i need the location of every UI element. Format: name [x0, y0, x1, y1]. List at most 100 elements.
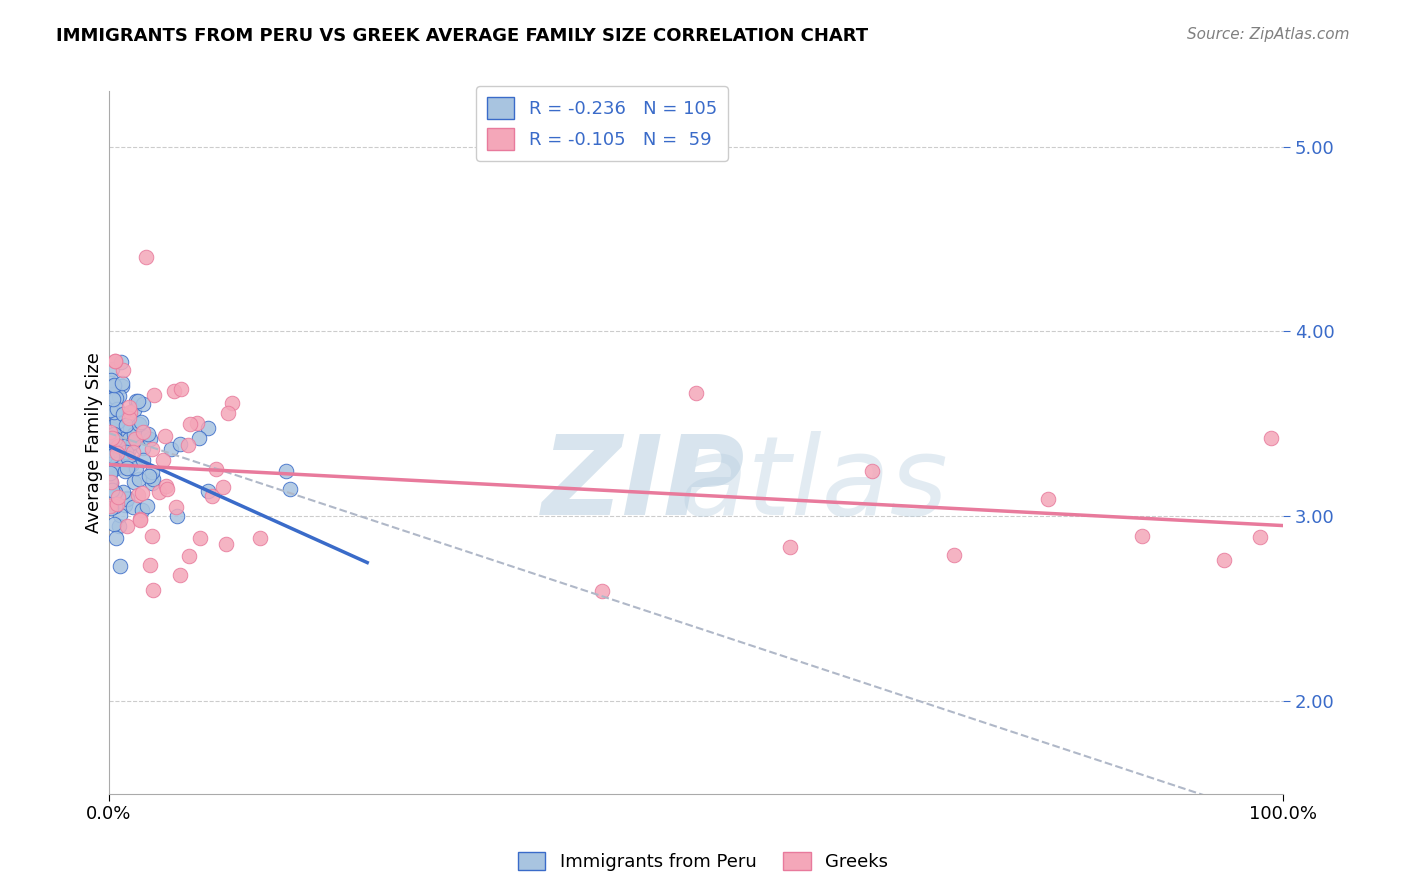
- Point: [118, 457, 141, 471]
- Point: [98, 457, 121, 471]
- Legend: R = -0.236   N = 105, R = -0.105   N =  59: R = -0.236 N = 105, R = -0.105 N = 59: [477, 86, 728, 161]
- Point: [114, 418, 136, 433]
- Point: [103, 379, 125, 393]
- Point: [1260, 431, 1282, 445]
- Point: [125, 461, 148, 475]
- Point: [115, 519, 138, 533]
- Point: [114, 455, 136, 469]
- Point: [103, 426, 125, 441]
- Point: [108, 508, 131, 523]
- Point: [104, 432, 127, 446]
- Point: [125, 393, 148, 408]
- Point: [122, 475, 145, 490]
- Point: [141, 442, 163, 457]
- Point: [118, 400, 141, 414]
- Point: [107, 518, 129, 533]
- Point: [98, 379, 121, 393]
- Point: [1213, 553, 1236, 567]
- Text: IMMIGRANTS FROM PERU VS GREEK AVERAGE FAMILY SIZE CORRELATION CHART: IMMIGRANTS FROM PERU VS GREEK AVERAGE FA…: [56, 27, 869, 45]
- Point: [132, 425, 155, 439]
- Point: [101, 483, 124, 498]
- Point: [169, 437, 191, 451]
- Point: [177, 438, 200, 452]
- Point: [101, 450, 124, 464]
- Point: [105, 415, 128, 429]
- Point: [122, 403, 145, 417]
- Point: [114, 464, 136, 478]
- Point: [103, 378, 125, 392]
- Point: [101, 361, 124, 376]
- Point: [165, 500, 187, 515]
- Point: [100, 435, 122, 450]
- Point: [104, 353, 127, 368]
- Point: [132, 430, 155, 444]
- Point: [188, 432, 211, 446]
- Point: [98, 458, 121, 472]
- Point: [131, 502, 153, 516]
- Point: [98, 458, 121, 472]
- Point: [100, 373, 122, 387]
- Point: [117, 460, 139, 475]
- Point: [111, 451, 134, 466]
- Point: [122, 435, 145, 450]
- Point: [170, 382, 193, 396]
- Point: [111, 376, 134, 391]
- Point: [104, 499, 127, 513]
- Point: [110, 354, 132, 368]
- Point: [98, 425, 121, 440]
- Point: [138, 469, 160, 483]
- Point: [114, 498, 136, 512]
- Text: ZIP: ZIP: [541, 431, 745, 538]
- Point: [177, 549, 200, 563]
- Point: [215, 537, 238, 551]
- Point: [121, 436, 143, 450]
- Point: [115, 492, 138, 507]
- Point: [103, 484, 125, 499]
- Y-axis label: Average Family Size: Average Family Size: [86, 352, 103, 533]
- Point: [111, 484, 134, 499]
- Point: [98, 499, 121, 513]
- Point: [108, 558, 131, 573]
- Point: [221, 395, 243, 409]
- Point: [118, 432, 141, 446]
- Point: [112, 407, 135, 421]
- Point: [118, 442, 141, 456]
- Point: [131, 442, 153, 456]
- Point: [108, 389, 131, 403]
- Point: [107, 439, 129, 453]
- Point: [156, 482, 179, 496]
- Point: [166, 508, 188, 523]
- Point: [1038, 491, 1060, 506]
- Point: [103, 516, 125, 531]
- Point: [153, 429, 176, 443]
- Point: [98, 467, 121, 481]
- Point: [108, 445, 131, 459]
- Point: [591, 584, 613, 599]
- Point: [98, 402, 121, 417]
- Point: [112, 439, 135, 453]
- Point: [103, 434, 125, 448]
- Point: [101, 433, 124, 447]
- Point: [101, 431, 124, 445]
- Point: [142, 388, 165, 402]
- Point: [101, 392, 124, 407]
- Point: [249, 532, 271, 546]
- Point: [136, 500, 159, 514]
- Point: [129, 512, 152, 526]
- Point: [100, 458, 122, 472]
- Point: [111, 432, 134, 446]
- Point: [152, 453, 174, 467]
- Point: [128, 472, 150, 486]
- Point: [117, 451, 139, 466]
- Point: [1130, 529, 1153, 543]
- Point: [141, 465, 163, 479]
- Point: [100, 475, 122, 490]
- Point: [131, 396, 153, 410]
- Point: [188, 531, 211, 545]
- Point: [127, 488, 149, 502]
- Point: [108, 434, 131, 449]
- Point: [205, 461, 228, 475]
- Point: [122, 426, 145, 441]
- Point: [112, 445, 135, 459]
- Point: [943, 549, 966, 563]
